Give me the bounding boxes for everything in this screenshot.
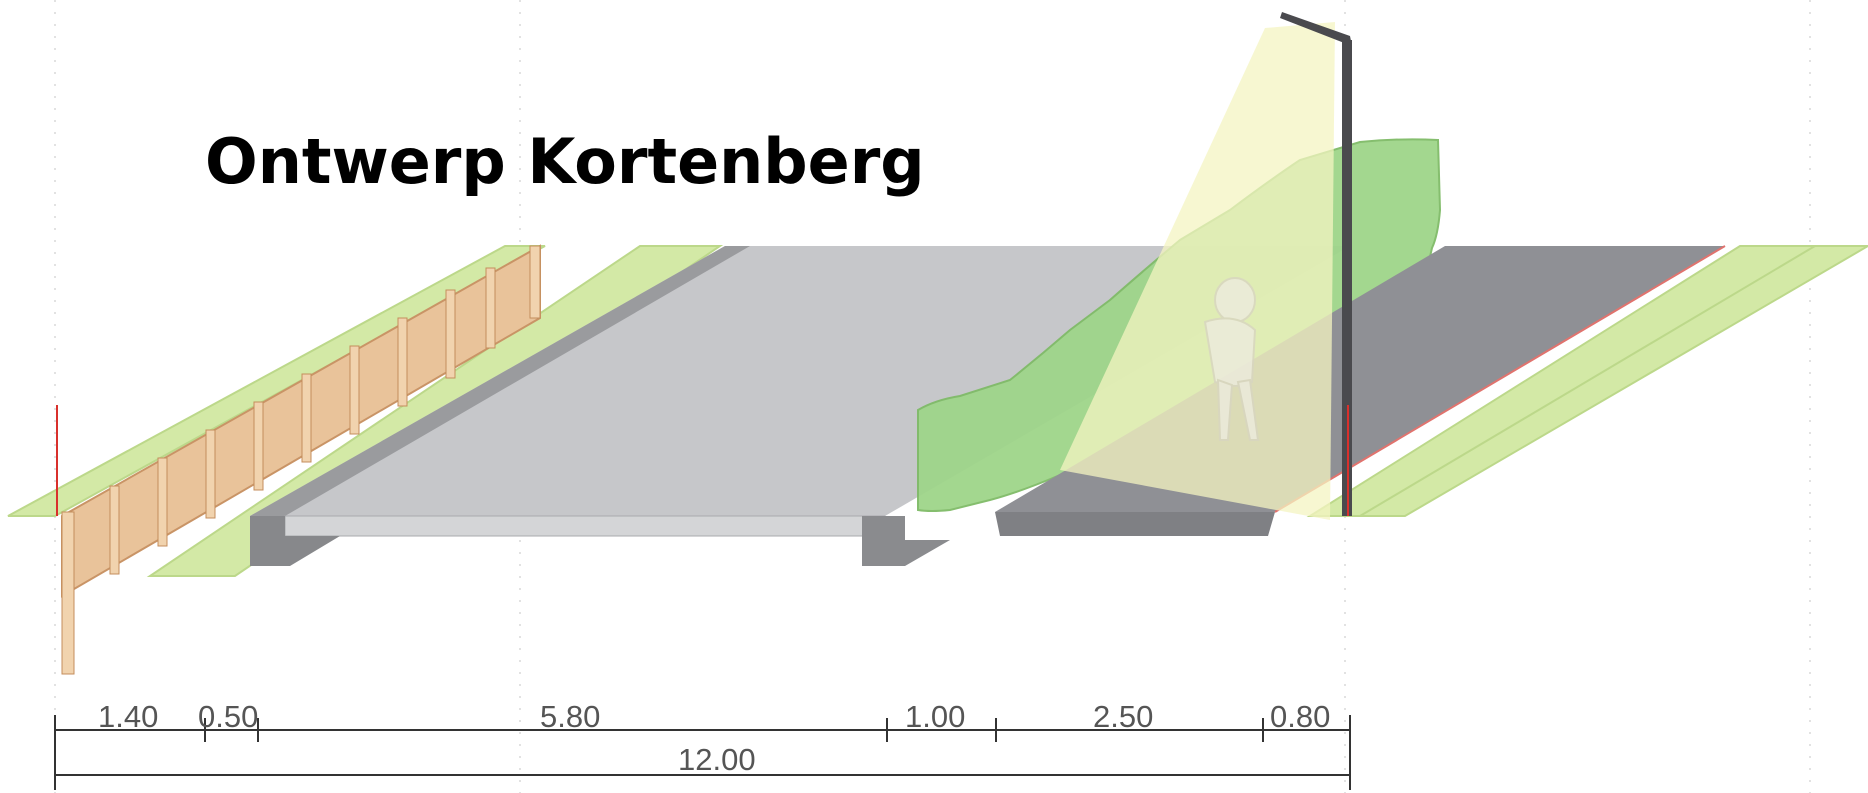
dim-label-2: 0.50	[198, 699, 258, 734]
street-lamp-icon	[1280, 12, 1352, 516]
road-edge-face	[284, 515, 886, 537]
bike-path-edge	[995, 512, 1275, 536]
dim-label-1: 1.40	[98, 699, 158, 734]
dimension-labels: 1.40 0.50 5.80 1.00 2.50 0.80 12.00	[98, 699, 1330, 777]
dim-label-5: 2.50	[1093, 699, 1153, 734]
right-grass-line	[1359, 245, 1816, 517]
cyclist-icon	[1203, 277, 1260, 441]
dim-label-4: 1.00	[905, 699, 965, 734]
left-grass-strip	[7, 245, 546, 517]
light-cone	[1060, 22, 1335, 520]
page-title: Ontwerp Kortenberg	[205, 125, 925, 198]
road-left-curb-top	[250, 246, 750, 516]
dim-label-6: 0.80	[1270, 699, 1330, 734]
road-surface	[250, 246, 1350, 516]
left-curb-block	[250, 516, 340, 566]
dim-label-total: 12.00	[678, 742, 756, 777]
right-curb-block	[862, 516, 950, 566]
fence-icon	[61, 244, 541, 675]
dimension-lines	[54, 715, 1351, 790]
dim-label-3: 5.80	[540, 699, 600, 734]
